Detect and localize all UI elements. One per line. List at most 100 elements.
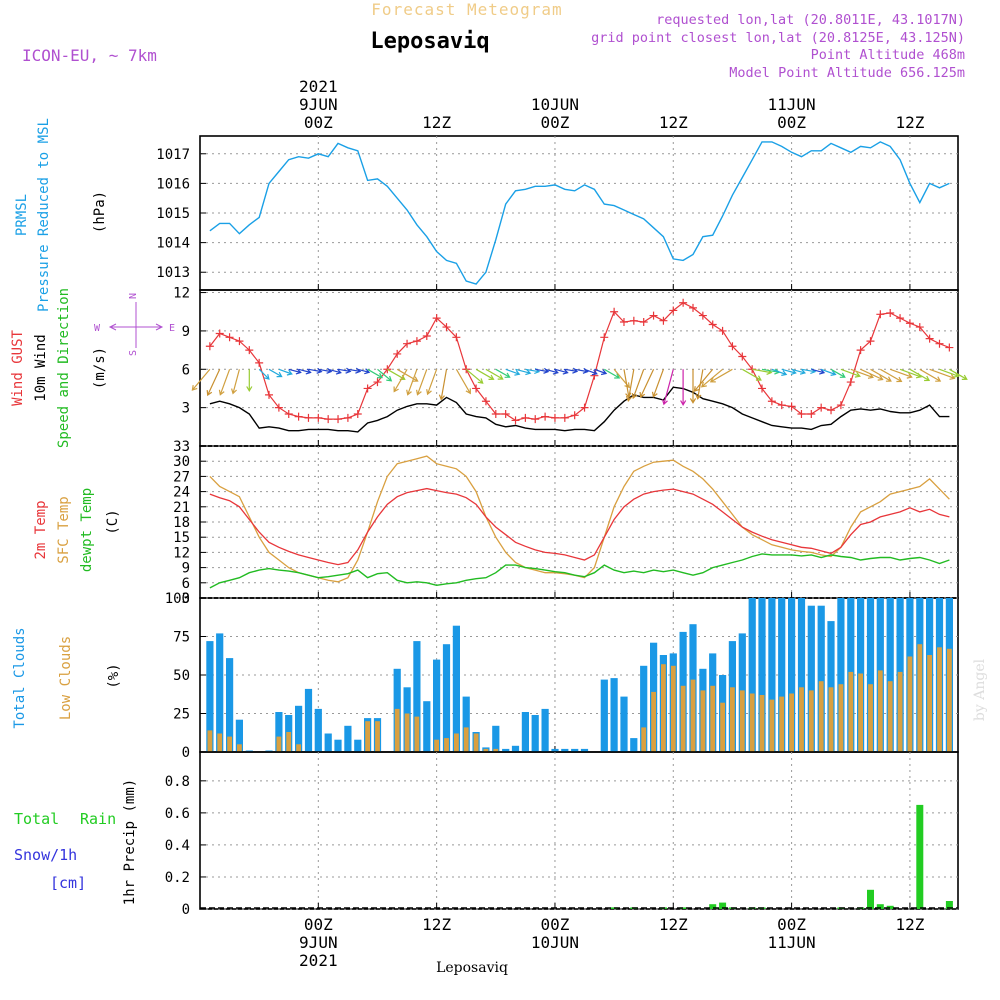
wind-arrow (680, 369, 687, 406)
gust-marker (945, 343, 954, 352)
sfc-label: SFC Temp (56, 496, 72, 563)
y-tick-label: 1016 (156, 176, 190, 192)
point-altitude: Point Altitude 468m (811, 47, 965, 63)
y-tick-label: 1015 (156, 206, 190, 222)
wind-arrow (416, 369, 428, 396)
wind-arrow (406, 369, 418, 396)
wind-arrow (820, 368, 837, 376)
gust-marker (698, 311, 707, 320)
low-cloud-bar (641, 727, 647, 752)
wind-arrow (396, 368, 419, 382)
rain-bar (916, 804, 924, 909)
gust-marker (403, 339, 412, 348)
wind-arrow (246, 369, 253, 392)
low-cloud-bar (670, 665, 676, 752)
gust-marker (827, 406, 836, 415)
total-label: Total (14, 810, 59, 828)
y-tick-label: 21 (173, 500, 190, 516)
low-cloud-bar (434, 739, 439, 752)
wind-arrow (377, 368, 393, 382)
gust-marker (215, 329, 224, 338)
wind-arrow (554, 368, 569, 375)
wind-arrow (218, 369, 231, 396)
gust-marker (432, 314, 441, 323)
wind-arrow (367, 368, 383, 379)
y-tick-label: 3 (182, 591, 190, 607)
total-cloud-bar (314, 708, 322, 752)
total-cloud-bar (324, 733, 332, 752)
top-hour-label: 00Z (777, 113, 806, 132)
wind-arrow (742, 368, 762, 381)
wind-labels: Wind GUST 10m Wind Speed and Direction (… (10, 288, 175, 448)
wind-arrow (258, 368, 270, 380)
gust-marker (255, 358, 264, 367)
wind-arrow (357, 368, 371, 375)
gust-marker (235, 337, 244, 346)
speed-dir-label: Speed and Direction (56, 288, 72, 448)
total-cloud-bar (433, 659, 441, 752)
pressure-label: Pressure Reduced to MSL (36, 118, 52, 312)
top-hour-label: 00Z (304, 113, 333, 132)
wind-arrow (909, 368, 931, 382)
gust-marker (304, 413, 313, 422)
total-cloud-bar (886, 598, 894, 752)
low-cloud-bar (799, 687, 804, 752)
compass-e: E (169, 323, 175, 334)
dewpt-line (209, 553, 950, 589)
pressure-labels: PRMSL Pressure Reduced to MSL (hPa) (14, 118, 108, 312)
total-clouds-label: Total Clouds (12, 627, 28, 728)
wind-arrow (625, 369, 635, 402)
top-hour-label: 00Z (541, 113, 570, 132)
y-tick-label: 0 (182, 745, 190, 761)
low-cloud-bar (404, 713, 410, 752)
rain-label: Rain (80, 810, 116, 828)
total-cloud-bar (442, 644, 451, 752)
gust-marker (689, 303, 697, 312)
wind-arrow (631, 369, 645, 400)
gust-marker (501, 410, 510, 419)
snow-unit-label: [cm] (50, 874, 86, 892)
low-cloud-bar (217, 733, 223, 752)
total-cloud-bar (817, 605, 825, 752)
gust-marker (324, 415, 333, 424)
gust-marker (777, 401, 786, 410)
bottom-date-label: 10JUN (531, 933, 579, 952)
wind-arrow (639, 369, 655, 399)
low-cloud-bar (897, 671, 903, 752)
panel-precip: 0 0.2 0.4 0.6 0.8 (165, 751, 959, 918)
temp-labels: 2m Temp SFC Temp dewpt Temp (C) (33, 488, 121, 572)
wind-arrow (465, 368, 484, 384)
wind-arrow (544, 368, 559, 375)
total-cloud-bar (462, 696, 470, 752)
low-cloud-bar (779, 696, 785, 752)
gust-marker (915, 323, 924, 332)
pct-label: (%) (106, 663, 122, 688)
wind-arrow (840, 368, 861, 378)
total-cloud-bar (521, 712, 529, 752)
gust-marker (570, 411, 579, 420)
gust-marker (807, 410, 816, 419)
wind-arrow (495, 368, 511, 378)
rain-bar (709, 904, 717, 909)
gust-marker (728, 342, 737, 351)
low-cloud-bar (375, 721, 380, 752)
gust-marker (353, 410, 362, 419)
gust-marker (787, 402, 796, 411)
bottom-date-label: 9JUN (299, 933, 338, 952)
y-tick-label: 0.8 (165, 774, 190, 790)
low-cloud-bar (838, 684, 844, 752)
gust-marker (718, 326, 727, 335)
wind-arrow (880, 368, 903, 383)
wind-arrow (564, 367, 579, 374)
gust-marker (886, 309, 895, 318)
gust-marker (935, 339, 944, 348)
wind10-line (209, 386, 950, 433)
wind-arrow (515, 368, 532, 376)
total-cloud-bar (275, 712, 283, 752)
hpa-label: (hPa) (92, 191, 108, 233)
wind-arrow (850, 368, 874, 379)
wind-arrow (919, 368, 942, 382)
